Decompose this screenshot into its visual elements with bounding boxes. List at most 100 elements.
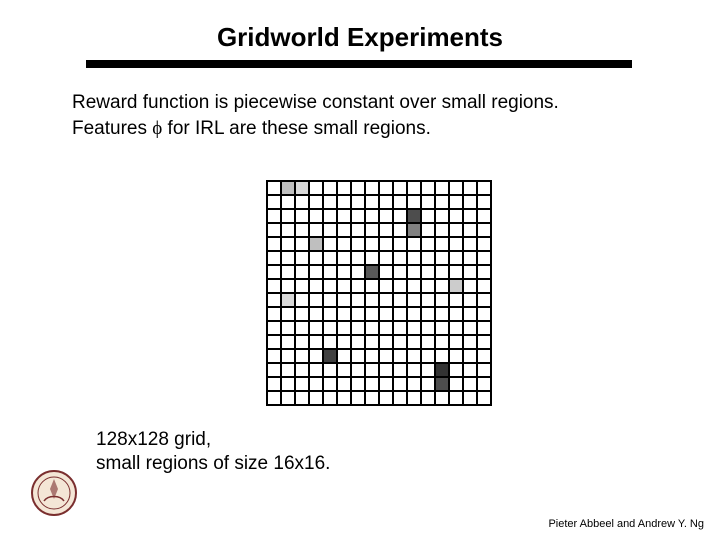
grid-cell: [365, 195, 379, 209]
grid-cell: [407, 321, 421, 335]
grid-cell: [463, 321, 477, 335]
grid-cell: [309, 335, 323, 349]
grid-cell: [337, 223, 351, 237]
grid-cell: [407, 363, 421, 377]
grid-cell: [435, 335, 449, 349]
grid-cell: [309, 195, 323, 209]
grid-cell: [449, 391, 463, 405]
grid-cell: [407, 251, 421, 265]
grid-cell: [449, 363, 463, 377]
grid-cell: [393, 265, 407, 279]
grid-cell: [463, 279, 477, 293]
grid-cell: [421, 223, 435, 237]
grid-cell: [323, 195, 337, 209]
grid-cell: [393, 349, 407, 363]
grid-cell: [351, 251, 365, 265]
body-text: Reward function is piecewise constant ov…: [72, 90, 559, 142]
grid-cell: [309, 293, 323, 307]
grid-cell: [323, 293, 337, 307]
grid-cell: [309, 209, 323, 223]
grid-cell: [267, 209, 281, 223]
grid-cell: [393, 195, 407, 209]
caption-line1: 128x128 grid,: [96, 428, 330, 452]
grid-cell: [281, 195, 295, 209]
grid-cell: [379, 363, 393, 377]
grid-cell: [421, 293, 435, 307]
grid-cell: [393, 223, 407, 237]
grid-cell: [435, 237, 449, 251]
grid-cell: [365, 237, 379, 251]
grid-cell: [435, 251, 449, 265]
grid-cell: [463, 307, 477, 321]
grid-cell: [351, 237, 365, 251]
grid-cell: [309, 181, 323, 195]
grid-cell: [407, 377, 421, 391]
grid-cell: [295, 265, 309, 279]
author-footer: Pieter Abbeel and Andrew Y. Ng: [548, 518, 704, 530]
grid-cell: [351, 377, 365, 391]
grid-cell: [477, 349, 491, 363]
grid-cell: [393, 251, 407, 265]
grid-cell: [477, 377, 491, 391]
grid-cell: [393, 209, 407, 223]
grid-cell: [365, 279, 379, 293]
grid-cell: [351, 335, 365, 349]
grid-cell: [477, 307, 491, 321]
grid-cell: [323, 321, 337, 335]
grid-cell: [351, 195, 365, 209]
grid-cell: [449, 265, 463, 279]
grid-cell: [463, 223, 477, 237]
grid-cell: [407, 391, 421, 405]
grid-cell: [337, 293, 351, 307]
grid-cell: [295, 335, 309, 349]
grid-cell: [351, 307, 365, 321]
grid-cell: [337, 279, 351, 293]
grid-cell: [463, 363, 477, 377]
grid-cell: [267, 335, 281, 349]
grid-cell: [351, 279, 365, 293]
grid-cell: [449, 335, 463, 349]
grid-cell: [365, 363, 379, 377]
grid-cell: [267, 377, 281, 391]
grid-cell: [281, 349, 295, 363]
grid-cell: [323, 335, 337, 349]
grid-cell: [407, 307, 421, 321]
grid-cell: [281, 265, 295, 279]
grid-cell: [477, 209, 491, 223]
grid-cell: [393, 321, 407, 335]
grid-cell: [407, 195, 421, 209]
grid-cell: [393, 237, 407, 251]
grid-cell: [351, 321, 365, 335]
grid-cell: [323, 279, 337, 293]
grid-cell: [477, 321, 491, 335]
grid-cell: [267, 279, 281, 293]
grid-cell: [337, 377, 351, 391]
grid-cell: [351, 265, 365, 279]
grid-cell: [379, 349, 393, 363]
grid-caption: 128x128 grid, small regions of size 16x1…: [96, 428, 330, 476]
grid-cell: [267, 195, 281, 209]
grid-cell: [407, 279, 421, 293]
grid-cell: [309, 363, 323, 377]
grid-cell: [435, 349, 449, 363]
grid-cell: [463, 391, 477, 405]
grid-cell: [379, 209, 393, 223]
grid-cell: [379, 279, 393, 293]
grid-cell: [435, 377, 449, 391]
grid-cell: [295, 181, 309, 195]
grid-cell: [421, 251, 435, 265]
grid-cell: [295, 391, 309, 405]
grid-cell: [449, 293, 463, 307]
grid-cell: [365, 293, 379, 307]
grid-cell: [477, 237, 491, 251]
grid-cell: [281, 223, 295, 237]
caption-line2: small regions of size 16x16.: [96, 452, 330, 476]
grid-cell: [323, 209, 337, 223]
grid-cell: [393, 279, 407, 293]
grid-cell: [449, 377, 463, 391]
grid-cell: [421, 195, 435, 209]
grid-cell: [267, 307, 281, 321]
grid-cell: [407, 209, 421, 223]
grid-cell: [365, 251, 379, 265]
grid-cell: [435, 391, 449, 405]
